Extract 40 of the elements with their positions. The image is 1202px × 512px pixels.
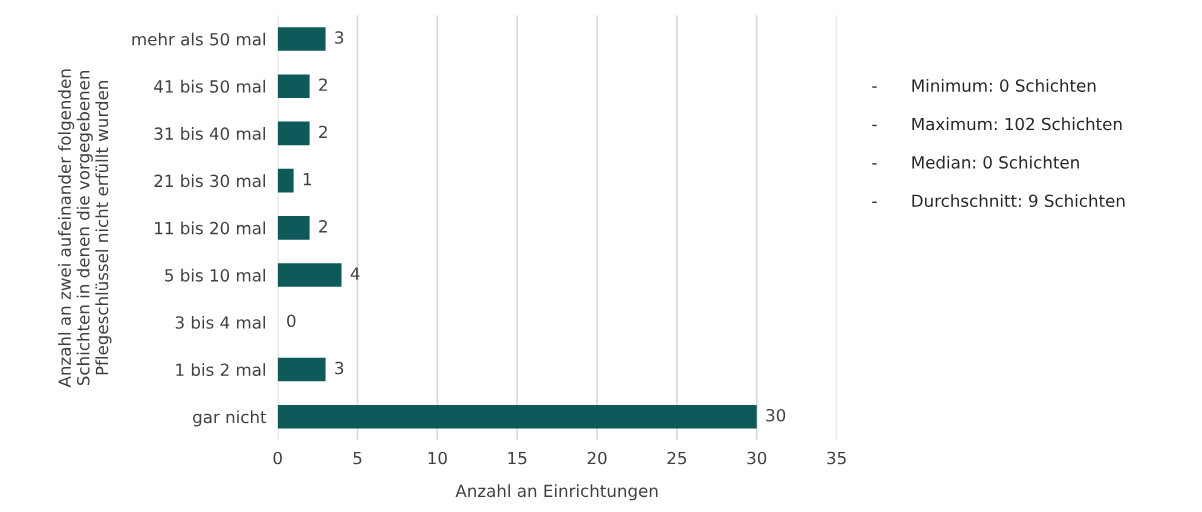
- text: - Maximum: 102 Schichten: [872, 117, 1122, 131]
- x-tick-label: 10: [428, 451, 447, 465]
- y-tick-label: 5 bis 10 mal: [165, 268, 265, 282]
- text: - Median: 0 Schichten: [872, 155, 1079, 169]
- data-label: 3: [335, 31, 344, 44]
- y-tick-label: 21 bis 30 mal: [154, 174, 265, 188]
- data-label: 30: [766, 408, 786, 422]
- x-axis-title: Anzahl an Einrichtungen: [455, 484, 658, 501]
- x-tick-label: 15: [508, 451, 527, 465]
- text: - Minimum: 0 Schichten: [872, 78, 1096, 92]
- bar: [277, 404, 757, 429]
- bar: [277, 216, 310, 240]
- y-tick-label: 3 bis 4 mal: [175, 315, 265, 329]
- y-tick-label: 31 bis 40 mal: [154, 127, 265, 140]
- x-tick-label: 20: [587, 451, 607, 465]
- bar: [277, 121, 310, 146]
- bar: [277, 27, 326, 51]
- data-label: 0: [287, 314, 296, 328]
- data-label: 2: [319, 78, 327, 91]
- text: - Durchschnitt: 9 Schichten: [872, 194, 1125, 208]
- data-label: 3: [335, 361, 344, 375]
- y-tick-label: 41 bis 50 mal: [154, 79, 265, 93]
- x-tick-label: 25: [667, 451, 687, 465]
- data-label: 2: [319, 220, 327, 233]
- x-tick-label: 30: [747, 451, 767, 465]
- bar: [277, 74, 310, 98]
- x-tick-label: 0: [273, 451, 282, 465]
- y-tick-label: mehr als 50 mal: [132, 32, 265, 46]
- x-tick-label: 5: [353, 451, 362, 465]
- y-tick-label: 1 bis 2 mal: [176, 363, 265, 377]
- data-label: 4: [350, 267, 360, 280]
- bar: [277, 168, 294, 193]
- x-tick-label: 35: [827, 451, 846, 465]
- data-label: 1: [303, 173, 312, 186]
- y-axis-title: Anzahl an zwei aufeinander folgenden Schichten in denen die vorgegebenen Pflegeschlüssel nicht erfüllt wurden: [58, 69, 112, 388]
- data-label: 2: [319, 125, 327, 138]
- bar: [277, 357, 326, 382]
- y-tick-label: gar nicht: [193, 410, 267, 427]
- y-tick-label: 11 bis 20 mal: [155, 221, 265, 235]
- bar: [277, 263, 342, 287]
